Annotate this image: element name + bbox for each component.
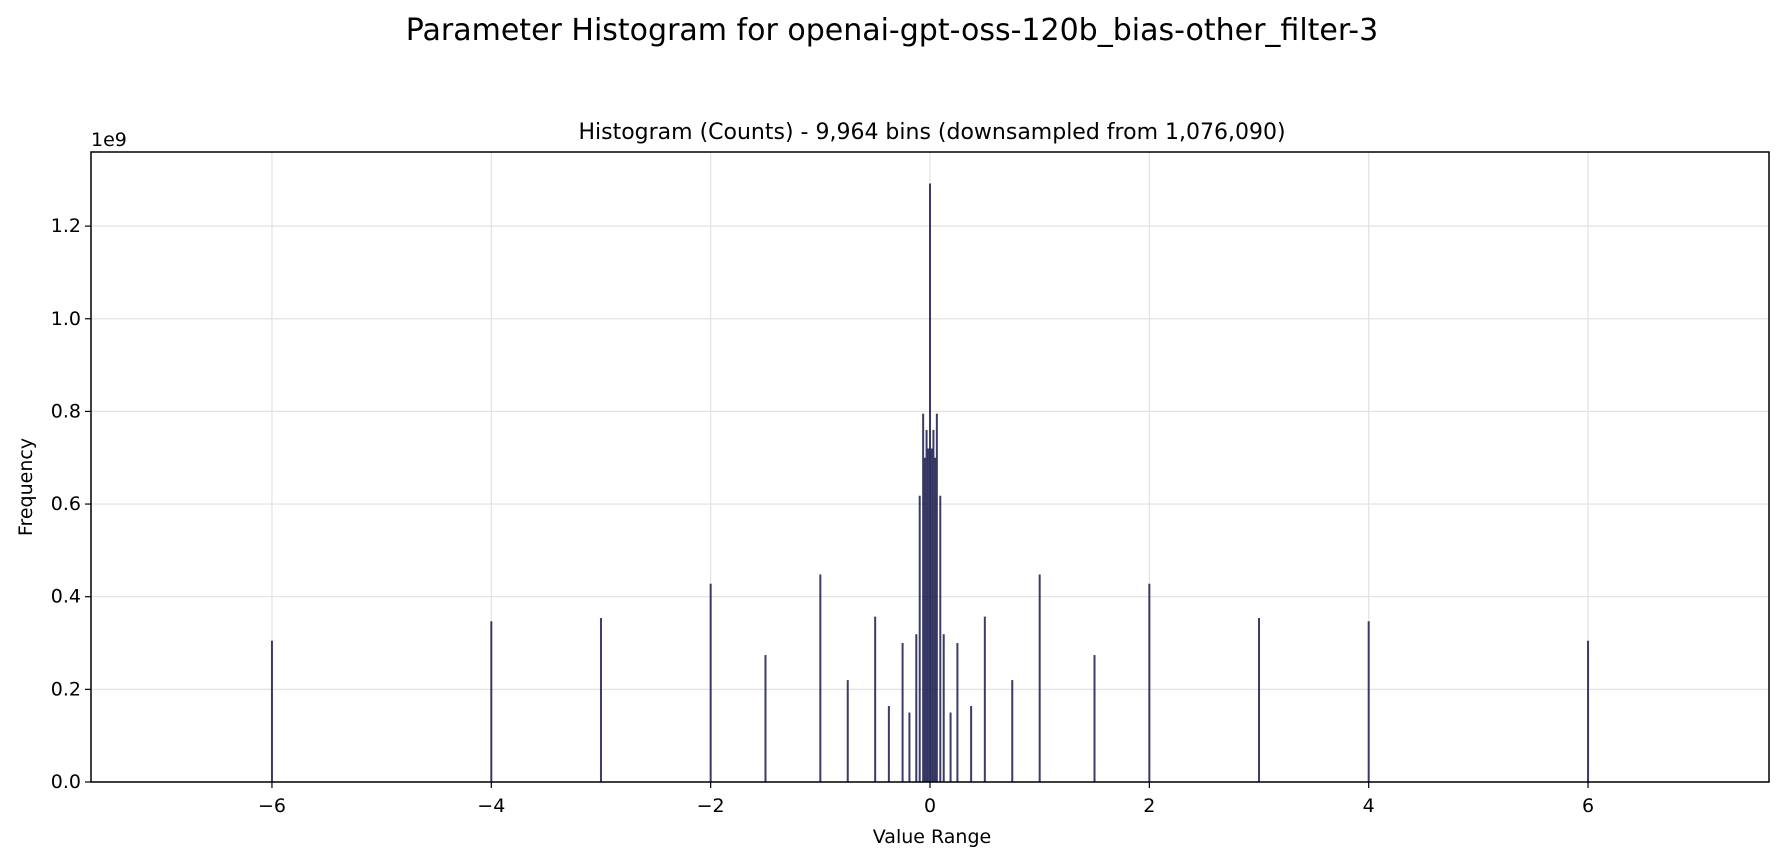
histogram-bar	[925, 429, 928, 782]
y-tick-label: 0.6	[51, 493, 81, 515]
histogram-bar	[1148, 583, 1151, 782]
histogram-bar	[935, 413, 938, 782]
y-tick-label: 0.8	[51, 400, 81, 422]
y-scale-label: 1e9	[91, 129, 127, 151]
y-tick-label: 0.0	[51, 771, 81, 793]
x-tick-label: −4	[477, 795, 505, 817]
histogram-bar	[1093, 655, 1096, 782]
histogram-bar	[1587, 640, 1590, 782]
histogram-bar	[923, 457, 926, 782]
histogram-bar	[1258, 618, 1261, 782]
x-tick-label: −6	[258, 795, 286, 817]
histogram-bar	[930, 448, 933, 782]
y-axis-ticks: 0.0 0.2 0.4 0.6 0.8 1.0 1.2	[51, 215, 91, 793]
histogram-bar	[490, 621, 493, 782]
histogram-bar	[956, 643, 959, 782]
x-axis-ticks: −6 −4 −2 0 2 4 6	[258, 782, 1594, 817]
histogram-bar	[1367, 621, 1370, 782]
figure-suptitle: Parameter Histogram for openai-gpt-oss-1…	[406, 13, 1378, 48]
histogram-bar	[270, 640, 273, 782]
histogram-bar	[939, 495, 942, 782]
histogram-bar	[983, 616, 986, 782]
histogram-bar	[922, 413, 925, 782]
histogram-bar	[918, 495, 921, 782]
histogram-bar	[970, 706, 973, 782]
y-tick-label: 0.4	[51, 586, 81, 608]
histogram-bar	[887, 706, 890, 782]
histogram-bar	[949, 712, 952, 782]
x-axis-label: Value Range	[873, 826, 991, 848]
chart-title: Histogram (Counts) - 9,964 bins (downsam…	[578, 120, 1285, 145]
histogram-bar	[908, 712, 911, 782]
histogram-bar	[934, 457, 937, 782]
x-tick-label: 0	[924, 795, 936, 817]
y-tick-label: 1.0	[51, 308, 81, 330]
y-axis-label: Frequency	[15, 438, 37, 536]
y-tick-label: 1.2	[51, 215, 81, 237]
histogram-bar	[942, 634, 945, 782]
histogram-bar	[927, 448, 930, 782]
histogram-bar	[929, 183, 931, 782]
histogram-bar	[901, 643, 904, 782]
histogram-bar	[1011, 680, 1014, 782]
histogram-bar	[599, 618, 602, 782]
histogram-bar	[709, 583, 712, 782]
histogram-bar	[846, 680, 849, 782]
histogram-bar	[819, 574, 822, 782]
histogram-bar	[915, 634, 918, 782]
x-tick-label: −2	[697, 795, 725, 817]
histogram-bar	[1038, 574, 1041, 782]
histogram-bars	[270, 183, 1590, 782]
histogram-bar	[874, 616, 877, 782]
y-tick-label: 0.2	[51, 678, 81, 700]
x-tick-label: 4	[1363, 795, 1375, 817]
x-tick-label: 2	[1143, 795, 1155, 817]
histogram-bar	[932, 429, 935, 782]
x-tick-label: 6	[1582, 795, 1594, 817]
histogram-bar	[764, 655, 767, 782]
